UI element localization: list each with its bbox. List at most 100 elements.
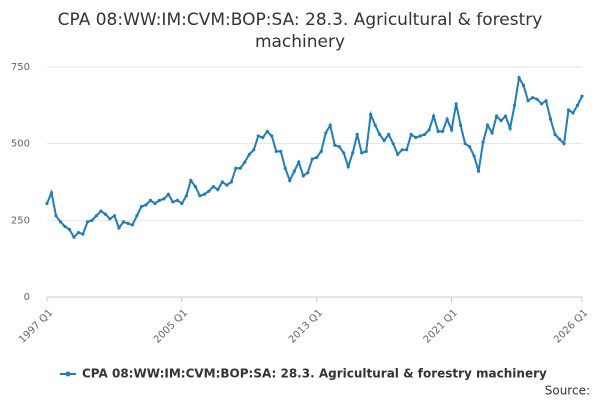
point [391,142,395,146]
point [494,114,499,118]
point [171,200,175,204]
point [346,165,350,169]
point [211,185,215,189]
point [526,99,530,103]
point [328,123,332,127]
point [85,220,90,224]
point [148,198,153,202]
point [485,123,490,127]
point [454,102,458,106]
chart-title: CPA 08:WW:IM:CVM:BOP:SA: 28.3. Agricultu… [58,10,543,52]
point [306,171,310,175]
point [301,174,305,178]
point [157,198,161,202]
point [490,131,494,135]
point [355,132,359,137]
point [337,145,341,149]
point [265,129,269,133]
point [530,96,535,100]
x-tick-label: 1997 Q1 [17,307,55,345]
point [252,148,256,152]
point [216,188,220,192]
x-tick-label: 2026 Q1 [552,307,590,345]
x-tick-label: 2021 Q1 [422,307,460,345]
point [49,191,54,195]
point [117,226,121,230]
source: Source: [545,384,590,398]
point [121,220,126,224]
point [99,209,103,213]
point [270,134,274,138]
point [539,102,544,106]
point [423,132,427,137]
point [508,126,512,130]
point [234,166,238,170]
point [81,232,85,236]
point [310,157,314,161]
point [369,112,373,117]
point [503,114,508,118]
point [450,128,454,132]
point [521,83,526,87]
point [396,152,400,156]
point [544,99,548,103]
point [225,183,229,187]
point [153,201,157,206]
y-tick-label: 750 [11,62,30,73]
point [409,132,413,137]
point [238,166,242,170]
point [378,132,382,137]
point [512,103,517,107]
point [351,151,355,155]
point [575,103,580,107]
point [315,155,319,160]
y-tick-label: 250 [11,215,30,226]
point [342,151,346,155]
point [283,166,287,170]
point [373,123,377,127]
point [499,119,503,123]
y-tick-label: 0 [24,292,30,303]
point [274,149,278,153]
point [441,129,445,133]
point [166,192,170,196]
point [76,231,81,235]
point [72,235,76,239]
x-tick-label: 2013 Q1 [287,307,325,345]
series-line [46,74,583,239]
point [580,94,584,98]
point [481,140,485,144]
point [261,135,265,140]
point [405,148,409,152]
point [445,117,449,121]
point [459,123,463,127]
point [189,178,193,183]
point [126,221,130,225]
point [144,203,148,207]
point [243,160,247,164]
legend-label: CPA 08:WW:IM:CVM:BOP:SA: 28.3. Agricultu… [82,367,547,381]
point [58,220,63,224]
point [535,97,539,101]
point [247,152,251,156]
point [387,132,391,137]
point [54,214,58,218]
point [297,160,301,164]
point [229,180,233,184]
point [400,148,404,152]
point [562,142,566,146]
point [360,151,364,155]
point [333,143,337,147]
point [288,178,292,183]
point [364,149,368,153]
point [566,108,571,112]
point [548,117,553,121]
point [517,76,521,80]
point [476,169,481,173]
point [193,185,197,189]
point [472,154,476,158]
point [135,214,139,218]
point [202,192,206,196]
point [67,227,72,232]
